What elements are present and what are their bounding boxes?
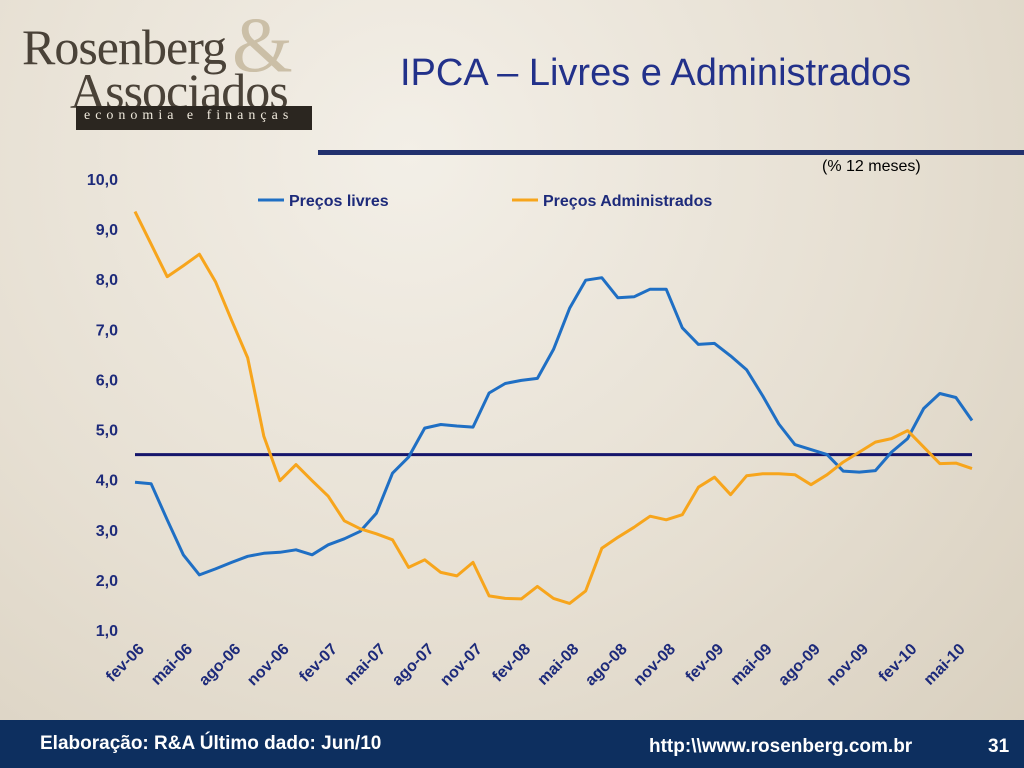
y-tick-label: 6,0 <box>96 372 118 389</box>
x-tick-label: mai-09 <box>728 641 776 689</box>
x-tick-label: mai-08 <box>535 641 583 689</box>
footer-bar: Elaboração: R&A Último dado: Jun/10 http… <box>0 720 1024 768</box>
y-tick-label: 5,0 <box>96 423 118 440</box>
footer-url-link[interactable]: http:\\www.rosenberg.com.br <box>649 736 913 757</box>
x-tick-label: nov-09 <box>824 641 873 690</box>
slide-title: IPCA – Livres e Administrados <box>400 52 912 94</box>
legend-label: Preços Administrados <box>543 193 712 210</box>
x-tick-label: fev-08 <box>489 641 534 686</box>
y-tick-label: 7,0 <box>96 322 118 339</box>
x-tick-label: fev-06 <box>103 641 148 686</box>
y-tick-label: 4,0 <box>96 473 118 490</box>
x-tick-label: nov-06 <box>244 641 293 690</box>
x-tick-label: mai-07 <box>341 641 389 689</box>
x-tick-label: nov-08 <box>631 641 680 690</box>
company-logo: & Rosenberg Associados economia e finanç… <box>0 0 330 148</box>
y-tick-label: 2,0 <box>96 573 118 590</box>
x-tick-label: nov-07 <box>437 641 486 690</box>
x-tick-label: fev-07 <box>296 641 341 686</box>
legend-label: Preços livres <box>289 193 389 210</box>
chart-units-label: (% 12 meses) <box>822 158 921 175</box>
logo-ampersand: & <box>232 1 293 88</box>
page-number: 31 <box>988 736 1010 757</box>
x-tick-label: fev-10 <box>876 641 921 686</box>
y-tick-label: 8,0 <box>96 272 118 289</box>
title-rule <box>318 150 1024 155</box>
x-tick-label: ago-09 <box>775 641 824 690</box>
x-tick-label: mai-10 <box>921 641 969 689</box>
x-tick-label: ago-06 <box>196 641 245 690</box>
series-line-precos-livres <box>134 276 974 577</box>
logo-tagline-bar <box>76 106 312 130</box>
x-tick-label: ago-07 <box>389 641 438 690</box>
logo-tagline: economia e finanças <box>84 108 294 123</box>
x-tick-label: mai-06 <box>148 641 196 689</box>
x-tick-label: ago-08 <box>582 641 631 690</box>
footer-source: Elaboração: R&A Último dado: Jun/10 <box>40 733 382 754</box>
logo-line-1: Rosenberg <box>22 19 227 75</box>
y-tick-label: 10,0 <box>87 172 118 189</box>
y-tick-label: 3,0 <box>96 523 118 540</box>
y-tick-label: 1,0 <box>96 623 118 640</box>
x-tick-label: fev-09 <box>683 641 728 686</box>
y-tick-label: 9,0 <box>96 222 118 239</box>
series-line-precos-administrados <box>133 210 973 605</box>
